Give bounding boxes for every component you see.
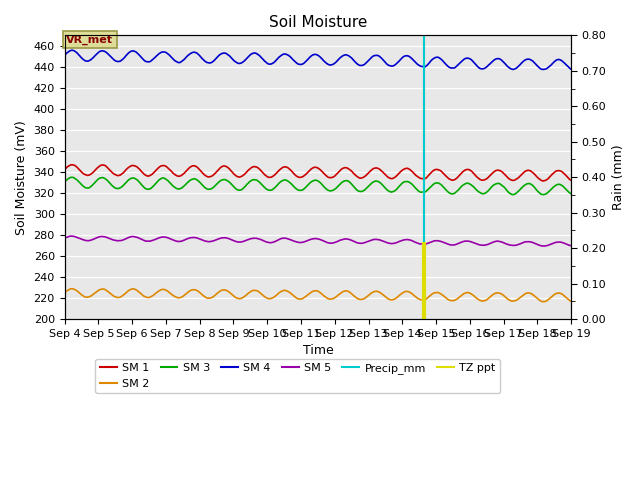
Text: VR_met: VR_met — [66, 35, 113, 45]
Y-axis label: Rain (mm): Rain (mm) — [612, 144, 625, 210]
Legend: SM 1, SM 2, SM 3, SM 4, SM 5, Precip_mm, TZ ppt: SM 1, SM 2, SM 3, SM 4, SM 5, Precip_mm,… — [95, 359, 500, 393]
Y-axis label: Soil Moisture (mV): Soil Moisture (mV) — [15, 120, 28, 235]
Title: Soil Moisture: Soil Moisture — [269, 15, 367, 30]
X-axis label: Time: Time — [303, 344, 333, 357]
